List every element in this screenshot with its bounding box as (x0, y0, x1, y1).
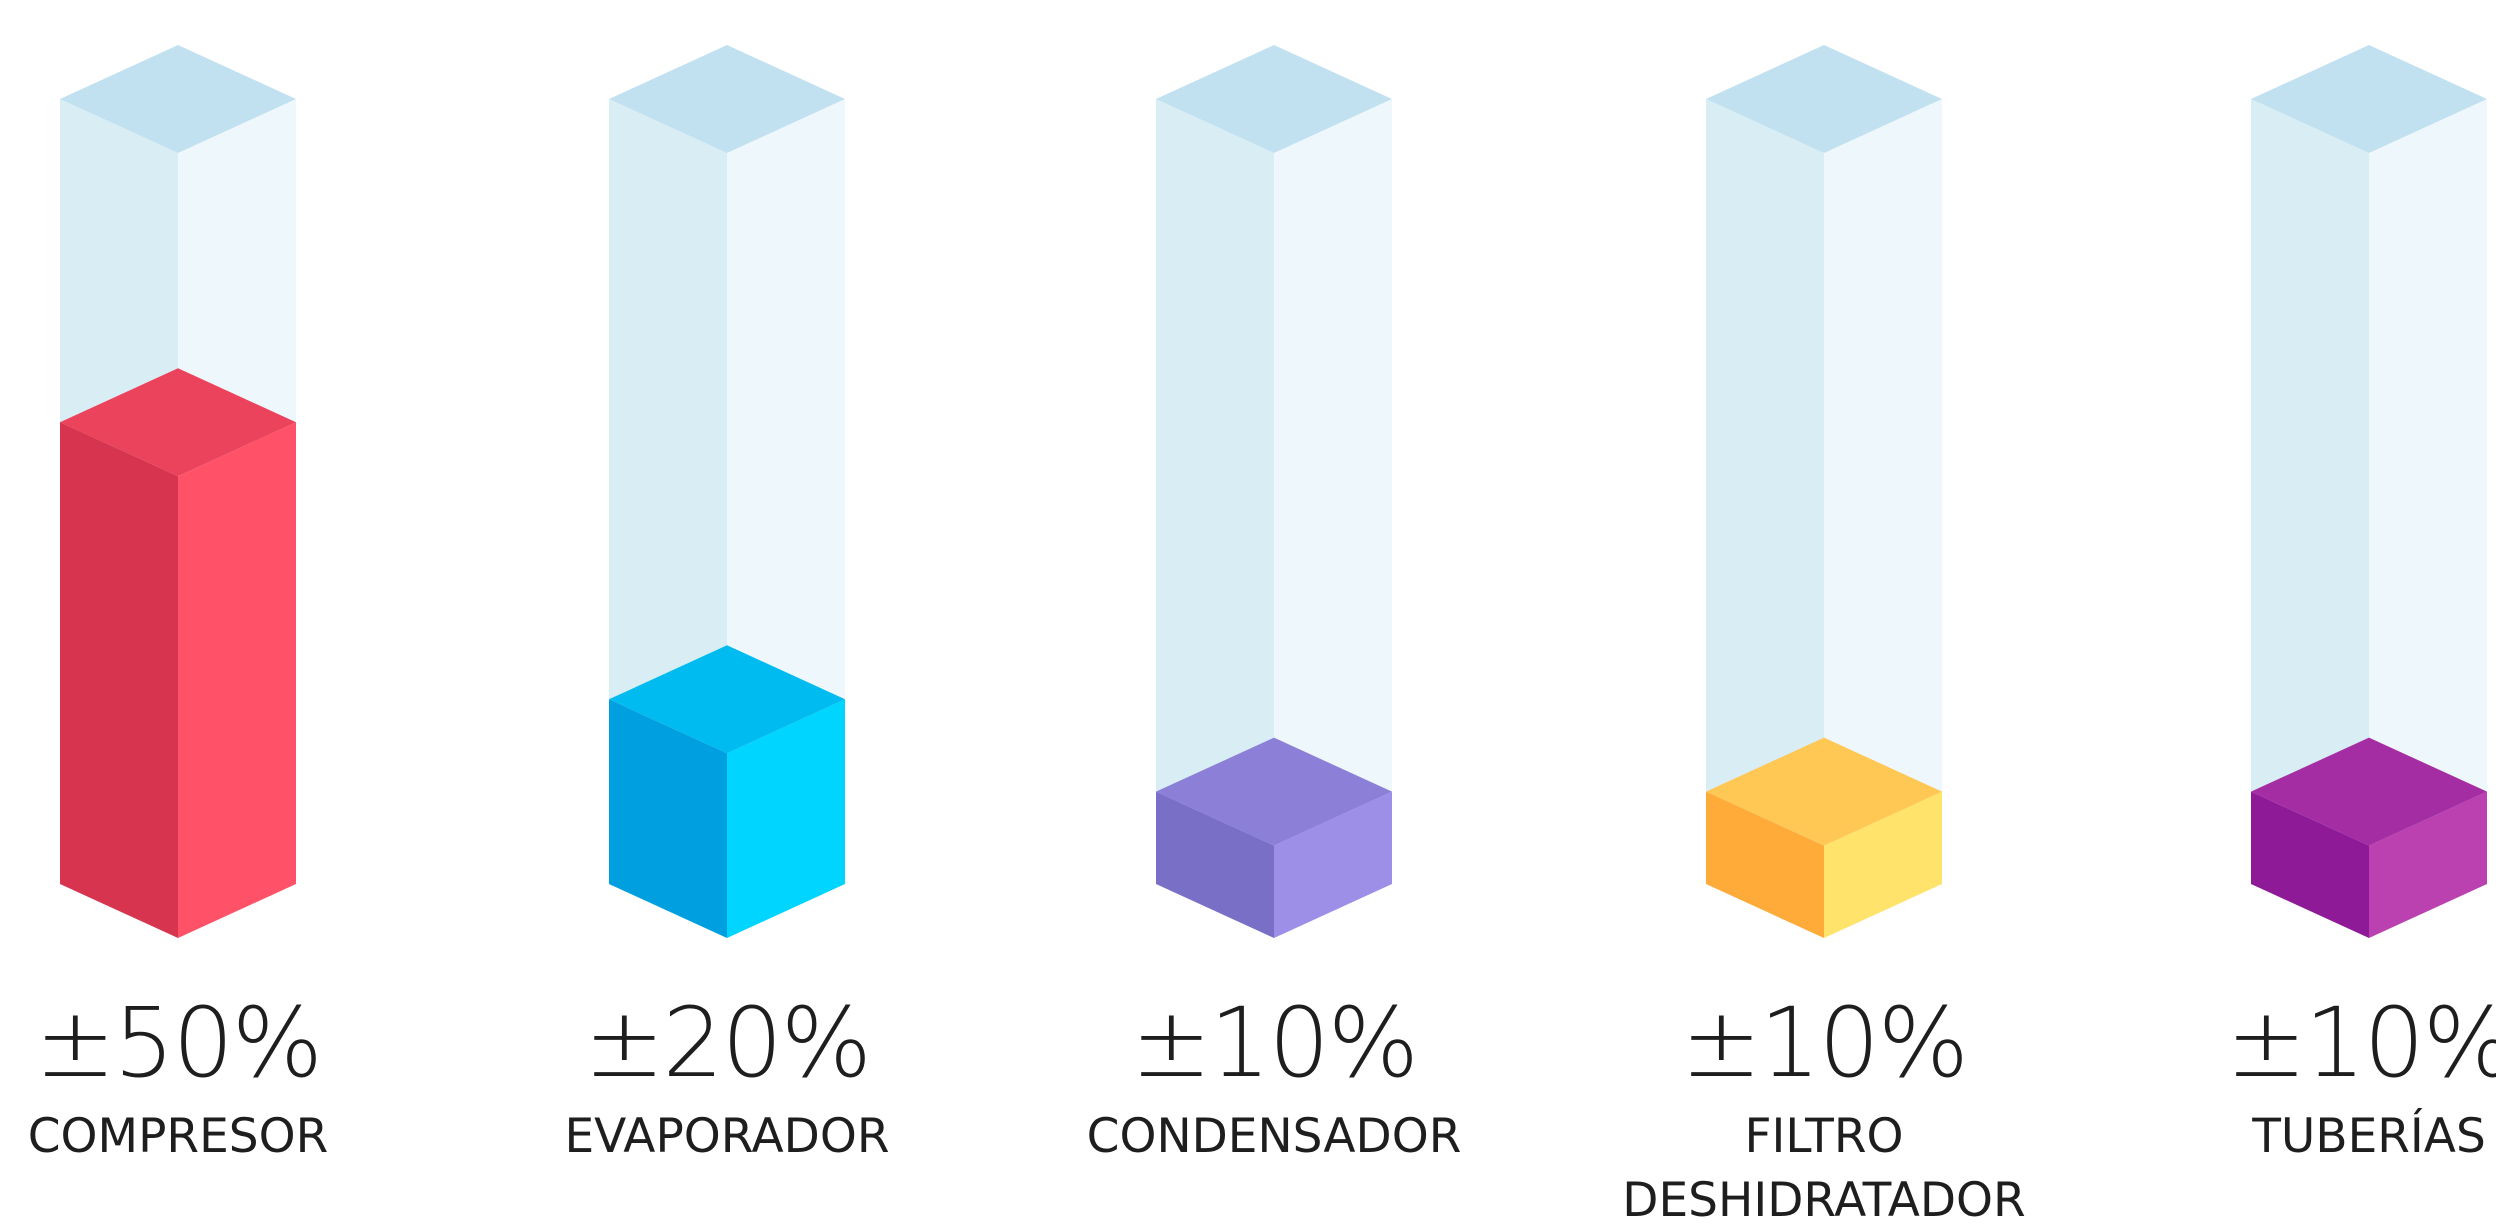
tube-left (1706, 99, 1824, 938)
tube-right (1274, 99, 1392, 938)
tube (1156, 45, 1392, 938)
tube-top (609, 45, 845, 153)
bar-top (1706, 737, 1942, 846)
tube-top (1706, 45, 1942, 153)
bar-left (2251, 791, 2369, 938)
value-label: ±10% (1681, 987, 1969, 1099)
tube (1706, 45, 1942, 938)
bar (60, 368, 296, 938)
category-label: CONDENSADOR (1086, 1109, 1462, 1164)
value-label: ±20% (584, 987, 872, 1099)
bar-left (1156, 791, 1274, 938)
bar-top (1156, 737, 1392, 846)
bar-right (727, 699, 845, 938)
bar (1156, 737, 1392, 938)
tube-left (1156, 99, 1274, 938)
tube-right (2369, 99, 2487, 938)
bar-top (2251, 737, 2487, 846)
category-label: TUBERÍAS (2252, 1109, 2486, 1164)
tube-top (2251, 45, 2487, 153)
tube-left (2251, 99, 2369, 938)
bar-right (1274, 791, 1392, 938)
category-label: COMPRESOR (27, 1109, 329, 1164)
bar-right (178, 422, 296, 938)
value-label: ±10% (2226, 987, 2496, 1099)
bar-right (2369, 791, 2487, 938)
bar-top (60, 368, 296, 477)
bar-left (60, 422, 178, 938)
tube-top (1156, 45, 1392, 153)
value-label: ±50% (35, 987, 323, 1099)
bar-left (1706, 791, 1824, 938)
bar-top (609, 645, 845, 754)
category-label: FILTRO DESHIDRATADOR (1622, 1109, 2026, 1224)
bar (609, 645, 845, 938)
value-label: ±10% (1131, 987, 1419, 1099)
tube-right (1824, 99, 1942, 938)
bar-left (609, 699, 727, 938)
bar-right (1824, 791, 1942, 938)
bar (2251, 737, 2487, 938)
bar (1706, 737, 1942, 938)
tube (2251, 45, 2487, 938)
category-label: EVAPORADOR (564, 1109, 890, 1164)
tube-top (60, 45, 296, 153)
